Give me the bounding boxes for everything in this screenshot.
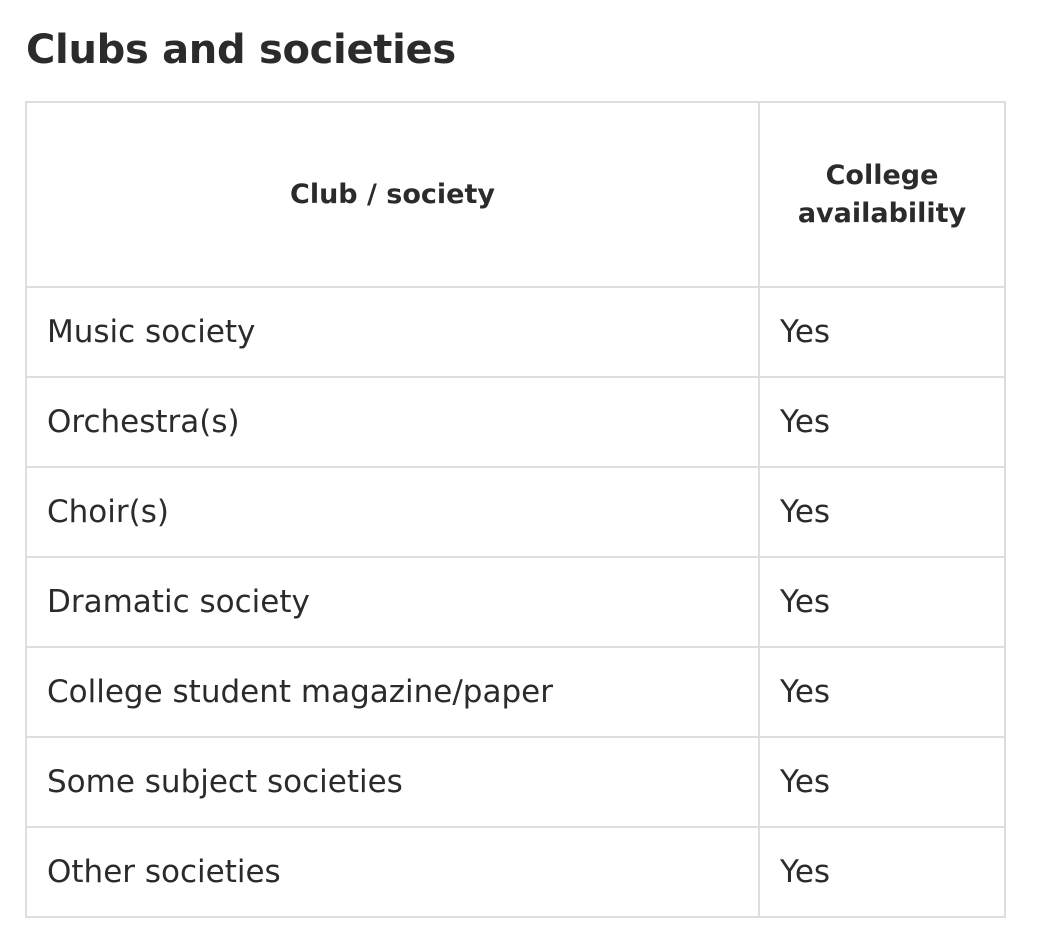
club-name-cell: Some subject societies [25,736,760,828]
club-name-cell: Music society [25,286,760,378]
table-row: Some subject societies Yes [25,736,1006,828]
column-header-availability: College availability [758,101,1006,288]
table-row: College student magazine/paper Yes [25,646,1006,738]
club-name-cell: Orchestra(s) [25,376,760,468]
table-row: Orchestra(s) Yes [25,376,1006,468]
availability-cell: Yes [758,466,1006,558]
clubs-table: Club / society College availability Musi… [25,101,1006,918]
column-header-club: Club / society [25,101,760,288]
section-title: Clubs and societies [26,27,456,73]
availability-cell: Yes [758,736,1006,828]
availability-cell: Yes [758,556,1006,648]
club-name-cell: Choir(s) [25,466,760,558]
availability-cell: Yes [758,286,1006,378]
club-name-cell: Dramatic society [25,556,760,648]
availability-cell: Yes [758,376,1006,468]
availability-cell: Yes [758,646,1006,738]
table-row: Music society Yes [25,286,1006,378]
table-header-row: Club / society College availability [25,101,1006,288]
table-row: Dramatic society Yes [25,556,1006,648]
club-name-cell: Other societies [25,826,760,918]
table-row: Choir(s) Yes [25,466,1006,558]
availability-cell: Yes [758,826,1006,918]
table-row: Other societies Yes [25,826,1006,918]
club-name-cell: College student magazine/paper [25,646,760,738]
